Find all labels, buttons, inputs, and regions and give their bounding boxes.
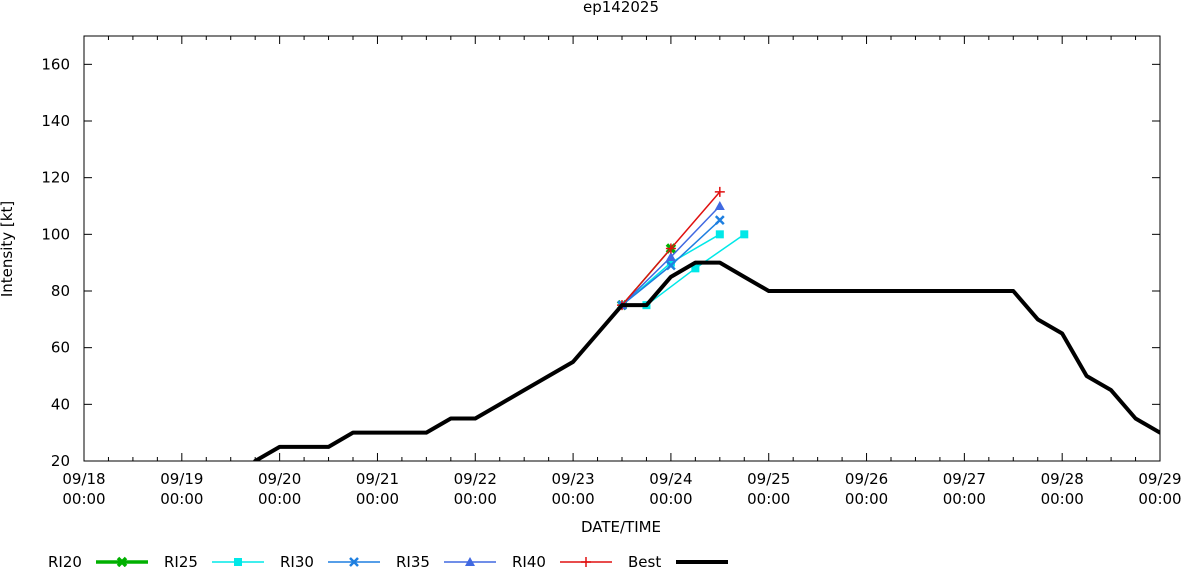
y-tick-label: 80 <box>51 282 70 300</box>
legend-marker <box>465 557 475 566</box>
legend-label: RI25 <box>164 553 198 567</box>
x-tick-label-time: 00:00 <box>551 490 594 508</box>
x-axis-label: DATE/TIME <box>581 518 661 536</box>
x-tick-label-date: 09/23 <box>551 470 594 488</box>
x-tick-label-date: 09/26 <box>845 470 888 488</box>
legend-label: Best <box>628 553 661 567</box>
x-tick-label-time: 00:00 <box>62 490 105 508</box>
marker-plus <box>714 186 725 197</box>
x-tick-label-date: 09/24 <box>649 470 692 488</box>
x-tick-label-date: 09/18 <box>62 470 105 488</box>
legend-label: RI35 <box>396 553 430 567</box>
x-tick-label-time: 00:00 <box>356 490 399 508</box>
legend-label: RI40 <box>512 553 546 567</box>
y-tick-label: 160 <box>41 55 70 73</box>
data-point <box>740 230 749 239</box>
x-tick-label-date: 09/28 <box>1041 470 1084 488</box>
legend-marker <box>581 557 591 567</box>
marker-square <box>666 258 675 267</box>
x-tick-label-date: 09/22 <box>454 470 497 488</box>
series-ri25 <box>618 230 724 310</box>
x-tick-label-time: 00:00 <box>649 490 692 508</box>
marker-x <box>714 215 725 226</box>
x-tick-label-date: 09/21 <box>356 470 399 488</box>
data-point <box>666 258 675 267</box>
chart-title: ep142025 <box>583 0 659 16</box>
data-point <box>714 186 725 197</box>
x-tick-label-date: 09/27 <box>943 470 986 488</box>
y-tick-label: 100 <box>41 225 70 243</box>
x-tick-label-time: 00:00 <box>943 490 986 508</box>
series-line-best <box>253 260 1160 461</box>
series-best <box>253 260 1160 461</box>
legend-marker <box>116 556 128 567</box>
marker-triangle <box>665 252 676 261</box>
x-tick-label-time: 00:00 <box>1041 490 1084 508</box>
legend-item-ri25: RI25 <box>164 553 264 567</box>
axes: 20 40 60 80 100 120 140 160 09/18 00:00 09/19 00:00… <box>41 35 1182 508</box>
series-lines <box>253 186 1160 461</box>
legend-label: RI30 <box>280 553 314 567</box>
data-point <box>666 260 676 271</box>
legend-marker <box>349 557 359 567</box>
y-tick-label: 60 <box>51 339 70 357</box>
x-tick-label-time: 00:00 <box>1138 490 1181 508</box>
x-tick-label-date: 09/20 <box>258 470 301 488</box>
x-tick-label-time: 00:00 <box>454 490 497 508</box>
y-axis-label: Intensity [kt] <box>0 201 16 297</box>
data-point <box>715 230 724 239</box>
marker-x <box>666 260 676 271</box>
legend-label: RI20 <box>48 553 82 567</box>
plot-frame <box>83 35 1161 462</box>
marker-plus <box>581 557 591 567</box>
data-point <box>714 215 725 226</box>
legend-item-ri40: RI40 <box>512 553 612 567</box>
marker-x <box>349 557 359 567</box>
y-tick-label: 120 <box>41 169 70 187</box>
y-tick-label: 20 <box>51 452 70 470</box>
marker-square <box>691 264 700 273</box>
data-point <box>691 264 700 273</box>
legend-item-best: Best <box>628 553 728 567</box>
legend-item-ri30: RI30 <box>280 553 380 567</box>
x-tick-label-time: 00:00 <box>258 490 301 508</box>
marker-plus <box>665 243 676 254</box>
x-tick-label-date: 09/25 <box>747 470 790 488</box>
legend-item-ri20: RI20 <box>48 553 148 567</box>
marker-cross <box>116 556 128 567</box>
marker-square <box>715 230 724 239</box>
x-tick-label-date: 09/19 <box>160 470 203 488</box>
marker-square <box>234 558 242 566</box>
data-point <box>714 201 725 210</box>
x-tick-label-time: 00:00 <box>160 490 203 508</box>
series-ri40 <box>617 186 725 311</box>
data-point <box>665 252 676 261</box>
x-tick-label-date: 09/29 <box>1138 470 1181 488</box>
legend: RI20 RI25 RI30 RI35 RI40 Best <box>48 553 728 567</box>
x-tick-label-time: 00:00 <box>747 490 790 508</box>
marker-triangle <box>714 201 725 210</box>
y-tick-label: 140 <box>41 112 70 130</box>
marker-square <box>740 230 749 239</box>
legend-item-ri35: RI35 <box>396 553 496 567</box>
x-tick-label-time: 00:00 <box>845 490 888 508</box>
data-point <box>665 243 676 254</box>
y-tick-label: 40 <box>51 395 70 413</box>
legend-marker <box>234 558 242 566</box>
marker-triangle <box>465 557 475 566</box>
